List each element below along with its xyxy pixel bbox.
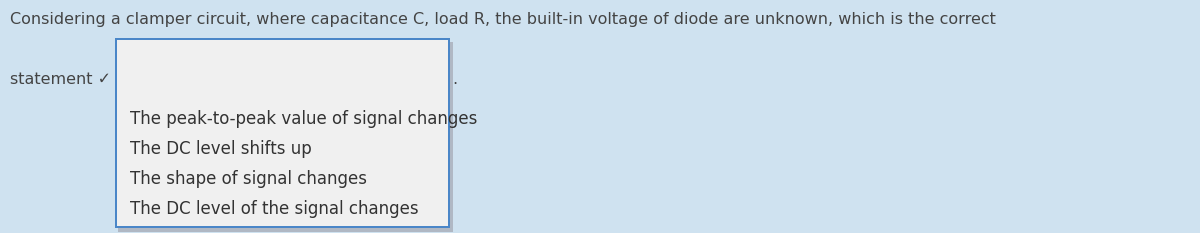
Bar (448, 38, 450, 228)
Bar (118, 42, 454, 232)
Bar (115, 38, 450, 40)
Text: The DC level shifts up: The DC level shifts up (130, 140, 312, 158)
Bar (115, 38, 450, 228)
Text: The DC level of the signal changes: The DC level of the signal changes (130, 200, 419, 218)
Text: The peak-to-peak value of signal changes: The peak-to-peak value of signal changes (130, 110, 478, 128)
Bar (115, 38, 118, 228)
Text: statement ✓: statement ✓ (10, 72, 112, 87)
Bar (115, 226, 450, 228)
Text: .: . (452, 72, 457, 87)
Text: Considering a clamper circuit, where capacitance C, load R, the built-in voltage: Considering a clamper circuit, where cap… (10, 12, 996, 27)
Text: The shape of signal changes: The shape of signal changes (130, 170, 367, 188)
